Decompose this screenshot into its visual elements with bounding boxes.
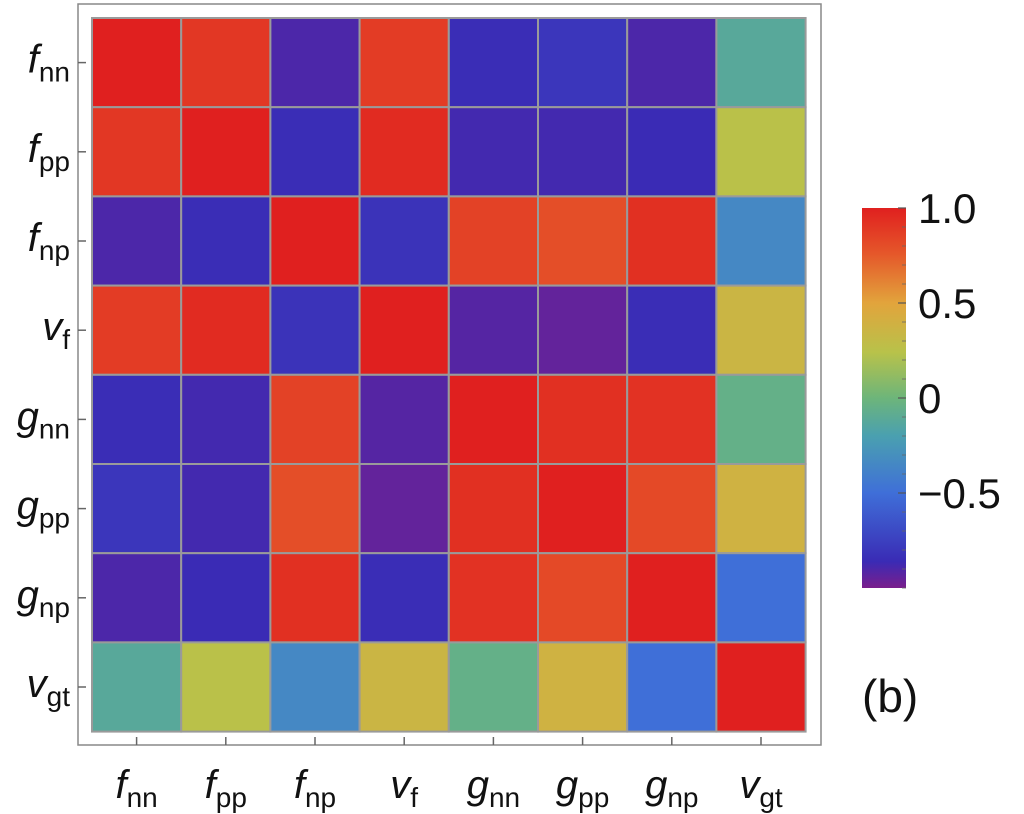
heatmap-cell-7-7 (715, 641, 807, 733)
y-label-6: gnp (17, 573, 70, 623)
x-axis-tick-labels: fnn fpp fnp vf gnn gpp gnp vgt (115, 763, 782, 813)
heatmap-cell-6-0 (91, 552, 183, 644)
heatmap-cell-6-6 (626, 552, 718, 644)
y-label-4: gnn (17, 394, 70, 444)
x-label-7: vgt (739, 763, 783, 813)
heatmap-cell-2-5 (537, 195, 629, 287)
heatmap-cell-5-5 (537, 463, 629, 555)
heatmap-cell-6-1 (180, 552, 272, 644)
heatmap-cell-4-4 (447, 373, 539, 465)
heatmap-cell-3-4 (447, 284, 539, 376)
heatmap-cell-5-7 (715, 463, 807, 555)
heatmap-cell-2-1 (180, 195, 272, 287)
heatmap-cell-3-6 (626, 284, 718, 376)
heatmap-cell-6-2 (269, 552, 361, 644)
heatmap-cell-3-3 (358, 284, 450, 376)
colorbar: 1.0 0.5 0 −0.5 (862, 185, 1001, 589)
colorbar-label-1: 0.5 (918, 280, 976, 327)
y-label-3: vf (42, 305, 70, 355)
heatmap-cell-1-4 (447, 106, 539, 198)
heatmap-cell-3-7 (715, 284, 807, 376)
y-label-5: gpp (17, 484, 70, 534)
heatmap-cell-1-3 (358, 106, 450, 198)
x-label-0: fnn (115, 763, 157, 813)
heatmap-cell-7-6 (626, 641, 718, 733)
heatmap-cell-1-0 (91, 106, 183, 198)
heatmap-cell-2-2 (269, 195, 361, 287)
y-label-0: fnn (28, 38, 70, 88)
heatmap-cell-1-2 (269, 106, 361, 198)
x-axis-ticks (135, 737, 762, 745)
heatmap-cell-2-6 (626, 195, 718, 287)
heatmap-cell-5-3 (358, 463, 450, 555)
heatmap-cell-4-7 (715, 373, 807, 465)
x-label-1: fpp (205, 763, 247, 813)
heatmap-cell-0-4 (447, 17, 539, 109)
heatmap-cell-3-5 (537, 284, 629, 376)
heatmap-cell-7-1 (180, 641, 272, 733)
heatmap-cell-7-2 (269, 641, 361, 733)
heatmap-cell-5-1 (180, 463, 272, 555)
x-label-6: gnp (645, 763, 698, 813)
heatmap-cell-0-2 (269, 17, 361, 109)
heatmap-cell-5-6 (626, 463, 718, 555)
plot-frame (77, 3, 822, 746)
heatmap-cell-0-1 (180, 17, 272, 109)
heatmap-cell-4-6 (626, 373, 718, 465)
heatmap-cell-5-0 (91, 463, 183, 555)
heatmap-cell-6-5 (537, 552, 629, 644)
colorbar-label-3: −0.5 (918, 470, 1001, 517)
heatmap-cell-4-3 (358, 373, 450, 465)
heatmap-cell-4-2 (269, 373, 361, 465)
heatmap-cell-6-3 (358, 552, 450, 644)
panel-label: (b) (862, 670, 918, 722)
x-label-2: fnp (294, 763, 336, 813)
heatmap-cell-0-5 (537, 17, 629, 109)
heatmap-cell-7-4 (447, 641, 539, 733)
heatmap-cell-4-0 (91, 373, 183, 465)
heatmap-cell-3-2 (269, 284, 361, 376)
heatmap-cell-4-1 (180, 373, 272, 465)
x-label-4: gnn (467, 763, 520, 813)
heatmap-cell-3-0 (91, 284, 183, 376)
x-label-3: vf (390, 763, 418, 813)
heatmap-cell-1-5 (537, 106, 629, 198)
y-label-1: fpp (28, 127, 70, 177)
colorbar-label-2: 0 (918, 375, 941, 422)
heatmap-cell-2-4 (447, 195, 539, 287)
heatmap-cell-4-5 (537, 373, 629, 465)
colorbar-label-0: 1.0 (918, 185, 976, 232)
heatmap-cell-0-7 (715, 17, 807, 109)
heatmap-cell-5-2 (269, 463, 361, 555)
heatmap-cell-3-1 (180, 284, 272, 376)
y-axis-ticks (78, 61, 86, 688)
heatmap-cell-2-0 (91, 195, 183, 287)
heatmap-cell-6-7 (715, 552, 807, 644)
colorbar-tick-labels: 1.0 0.5 0 −0.5 (918, 185, 1001, 517)
heatmap-cell-7-0 (91, 641, 183, 733)
heatmap-cell-0-6 (626, 17, 718, 109)
heatmap-cell-7-3 (358, 641, 450, 733)
heatmap-cells (91, 17, 807, 733)
heatmap-cell-2-3 (358, 195, 450, 287)
y-axis-tick-labels: fnn fpp fnp vf gnn gpp gnp vgt (17, 38, 71, 712)
heatmap-cell-1-7 (715, 106, 807, 198)
heatmap-cell-5-4 (447, 463, 539, 555)
x-label-5: gpp (556, 763, 609, 813)
heatmap-cell-7-5 (537, 641, 629, 733)
y-label-2: fnp (28, 216, 70, 266)
heatmap-cell-0-3 (358, 17, 450, 109)
heatmap-cell-0-0 (91, 17, 183, 109)
y-label-7: vgt (27, 662, 71, 712)
heatmap-cell-1-6 (626, 106, 718, 198)
heatmap-cell-1-1 (180, 106, 272, 198)
heatmap-cell-6-4 (447, 552, 539, 644)
colorbar-ticks (898, 207, 906, 589)
heatmap-cell-2-7 (715, 195, 807, 287)
